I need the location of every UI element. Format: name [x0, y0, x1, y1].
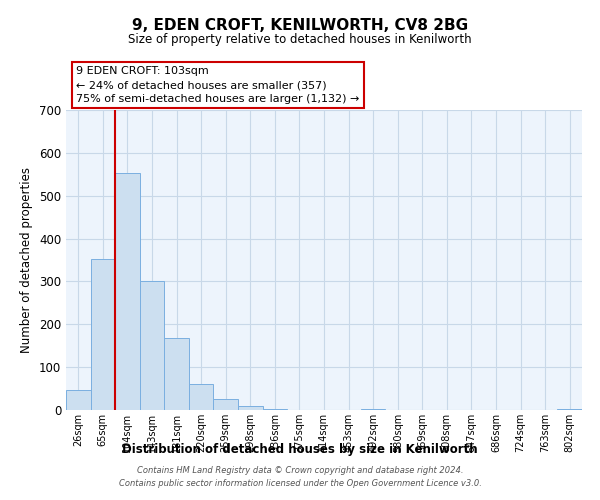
Bar [140, 280, 164, 410]
Text: 9 EDEN CROFT: 103sqm
← 24% of detached houses are smaller (357)
75% of semi-deta: 9 EDEN CROFT: 103sqm ← 24% of detached h… [76, 66, 359, 104]
Bar [164, 338, 189, 410]
Text: 9, EDEN CROFT, KENILWORTH, CV8 2BG: 9, EDEN CROFT, KENILWORTH, CV8 2BG [132, 18, 468, 32]
Bar [66, 390, 91, 410]
Bar [557, 408, 582, 410]
Bar [214, 400, 238, 410]
Text: Contains HM Land Registry data © Crown copyright and database right 2024.
Contai: Contains HM Land Registry data © Crown c… [119, 466, 481, 487]
Text: Size of property relative to detached houses in Kenilworth: Size of property relative to detached ho… [128, 32, 472, 46]
Bar [115, 173, 140, 410]
Bar [263, 408, 287, 410]
Y-axis label: Number of detached properties: Number of detached properties [20, 167, 34, 353]
Bar [238, 406, 263, 410]
Bar [91, 258, 115, 410]
Bar [189, 384, 214, 410]
Bar [361, 409, 385, 410]
Text: Distribution of detached houses by size in Kenilworth: Distribution of detached houses by size … [122, 442, 478, 456]
